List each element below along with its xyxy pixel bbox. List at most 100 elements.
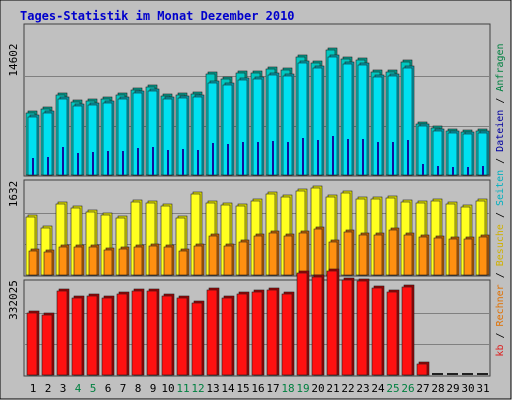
x-tick-label: 25 <box>386 382 399 395</box>
seiten-bar <box>392 142 394 175</box>
x-tick-label: 1 <box>30 382 37 395</box>
kb-bar <box>266 289 278 376</box>
kb-bar <box>371 287 383 376</box>
legend-item: Rechner <box>495 284 506 326</box>
rechner-bar <box>118 248 128 276</box>
seiten-bar <box>122 151 124 175</box>
seiten-bar <box>62 147 64 175</box>
x-tick-label: 2 <box>45 382 52 395</box>
kb-bar <box>116 293 128 376</box>
kb-bar <box>341 279 353 376</box>
rechner-bar <box>448 238 458 276</box>
seiten-bar <box>152 147 154 175</box>
seiten-bar <box>77 153 79 175</box>
x-tick-label: 5 <box>90 382 97 395</box>
bottom-max-label: 332025 <box>7 280 20 320</box>
kb-bar <box>251 291 263 376</box>
x-tick-label: 22 <box>341 382 354 395</box>
legend-item: Dateien <box>495 110 506 152</box>
seiten-bar <box>287 142 289 175</box>
right-legend: kb / Rechner / Besuche / Seiten / Dateie… <box>495 43 506 356</box>
seiten-bar <box>407 140 409 175</box>
rechner-bar <box>223 245 233 276</box>
legend-item: kb <box>495 345 506 357</box>
kb-bar <box>71 297 83 376</box>
seiten-bar <box>182 149 184 175</box>
seiten-bar <box>362 139 364 175</box>
legend-item: Besuche <box>495 224 506 266</box>
x-tick-label: 9 <box>150 382 157 395</box>
x-tick-label: 18 <box>281 382 294 395</box>
x-tick-label: 28 <box>431 382 444 395</box>
kb-bar <box>477 373 488 375</box>
kb-bar <box>206 289 218 376</box>
rechner-bar <box>373 234 383 276</box>
legend-separator: / <box>495 206 506 224</box>
rechner-bar <box>73 246 83 276</box>
rechner-bar <box>418 236 428 276</box>
rechner-bar <box>58 246 68 276</box>
seiten-bar <box>317 140 319 175</box>
rechner-bar <box>193 245 203 276</box>
kb-bar <box>176 297 188 376</box>
rechner-bar <box>148 245 158 276</box>
seiten-bar <box>467 167 469 175</box>
rechner-bar <box>133 246 143 276</box>
x-tick-label: 4 <box>75 382 82 395</box>
x-tick-label: 13 <box>206 382 219 395</box>
legend-item: Anfragen <box>495 43 506 91</box>
rechner-bar <box>388 229 398 276</box>
seiten-bar <box>137 148 139 175</box>
rechner-bar <box>88 246 98 276</box>
seiten-bar <box>107 151 109 175</box>
x-tick-label: 10 <box>161 382 174 395</box>
kb-bar <box>236 293 248 376</box>
x-tick-label: 27 <box>416 382 429 395</box>
kb-bar <box>56 290 68 376</box>
seiten-bar <box>257 142 259 175</box>
kb-bar <box>131 290 143 376</box>
middle-max-label: 1632 <box>7 181 20 208</box>
legend-separator: / <box>495 152 506 170</box>
kb-bar <box>356 280 368 376</box>
x-tick-label: 24 <box>371 382 385 395</box>
x-tick-label: 8 <box>135 382 142 395</box>
x-tick-label: 26 <box>401 382 414 395</box>
x-axis-labels: 1 2 3 4 5 6 7 8 9 10 11 12 13 14 15 16 17 18 19 20 21 22 23 24 2… <box>30 382 490 395</box>
seiten-bar <box>347 139 349 175</box>
kb-bar <box>447 373 458 375</box>
kb-bar <box>26 312 38 376</box>
x-tick-label: 7 <box>120 382 127 395</box>
seiten-bar <box>272 141 274 175</box>
x-tick-label: 20 <box>311 382 324 395</box>
seiten-bar <box>437 166 439 175</box>
top-max-label: 14602 <box>7 43 20 76</box>
seiten-bar <box>92 152 94 175</box>
rechner-bar <box>358 234 368 276</box>
kb-bar <box>296 272 308 376</box>
kb-bar <box>326 270 338 376</box>
rechner-bar <box>238 241 248 276</box>
legend-separator: / <box>495 326 506 344</box>
seiten-bar <box>302 138 304 175</box>
rechner-bar <box>268 232 278 276</box>
chart-title: Tages-Statistik im Monat Dezember 2010 <box>20 9 295 23</box>
x-tick-label: 31 <box>476 382 489 395</box>
rechner-bar <box>208 235 218 276</box>
rechner-bar <box>403 234 413 276</box>
legend-separator: / <box>495 266 506 284</box>
rechner-bar <box>298 232 308 276</box>
x-tick-label: 15 <box>236 382 249 395</box>
kb-bar <box>416 363 428 376</box>
seiten-bar <box>212 143 214 175</box>
seiten-bar <box>197 150 199 175</box>
rechner-bar <box>103 249 113 276</box>
kb-bar <box>432 373 443 375</box>
chart-bars <box>25 47 490 376</box>
kb-bar <box>86 295 98 376</box>
rechner-bar <box>253 235 263 276</box>
seiten-bar <box>227 144 229 175</box>
kb-bar <box>386 291 398 376</box>
seiten-bar <box>377 142 379 175</box>
